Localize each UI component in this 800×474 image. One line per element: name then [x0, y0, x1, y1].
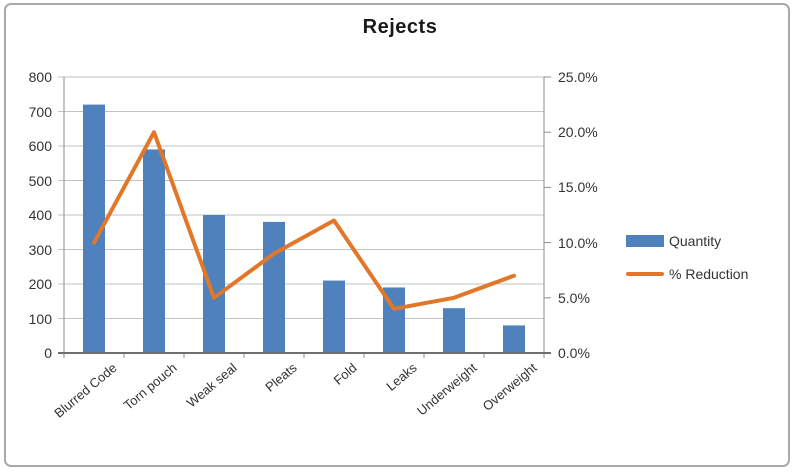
bar-fold[interactable] — [323, 280, 345, 353]
bar-blurred-code[interactable] — [83, 104, 105, 353]
legend-label-quantity: Quantity — [669, 233, 722, 249]
right-axis-tick-label: 20.0% — [558, 124, 598, 141]
bar-torn-pouch[interactable] — [143, 149, 165, 353]
left-axis-tick-label: 700 — [28, 103, 52, 120]
right-axis-tick-label: 5.0% — [558, 289, 590, 306]
left-axis-tick-label: 400 — [28, 207, 52, 223]
legend: Quantity % Reduction — [626, 233, 748, 282]
right-axis-tick-label: 15.0% — [558, 179, 598, 196]
left-axis-tick-label: 100 — [28, 310, 52, 327]
reduction-line-swatch-icon — [626, 272, 664, 276]
chart-title: Rejects — [362, 16, 438, 38]
reduction-line[interactable] — [92, 130, 516, 311]
left-axis-tick-label: 300 — [28, 241, 52, 258]
bar-weak-seal[interactable] — [203, 215, 225, 353]
quantity-bar-swatch-icon — [626, 235, 664, 247]
legend-item-quantity[interactable]: Quantity — [626, 233, 748, 249]
left-axis-tick-label: 0 — [44, 345, 52, 361]
bar-pleats[interactable] — [263, 221, 285, 353]
bar-overweight[interactable] — [503, 325, 525, 353]
left-axis-tick-label: 600 — [28, 138, 52, 154]
left-axis-tick-label: 800 — [28, 69, 52, 85]
left-axis-tick-label: 500 — [28, 172, 52, 189]
bar-underweight[interactable] — [443, 308, 465, 353]
legend-item-reduction[interactable]: % Reduction — [626, 266, 748, 282]
legend-label-reduction: % Reduction — [669, 266, 749, 282]
left-axis-tick-label: 200 — [28, 276, 52, 292]
right-axis-tick-label: 10.0% — [558, 234, 598, 251]
right-axis-tick-label: 0.0% — [558, 345, 590, 361]
right-axis-tick-label: 25.0% — [558, 69, 598, 85]
